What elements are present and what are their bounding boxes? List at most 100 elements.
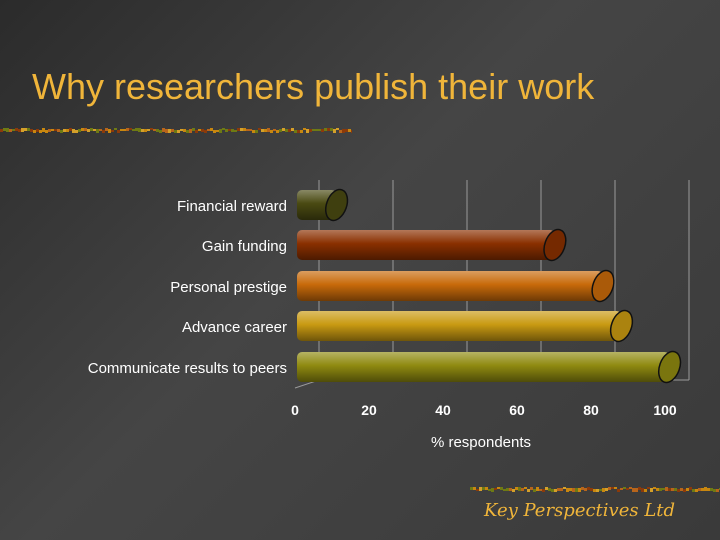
rule-segment [656, 488, 659, 491]
rule-segment [249, 129, 252, 131]
bar-end-cap [324, 188, 349, 222]
bar-body [297, 352, 670, 382]
rule-segment [129, 128, 132, 130]
rule-segment [24, 128, 27, 131]
rule-segment [135, 128, 138, 131]
rule-segment [183, 129, 186, 132]
rule-segment [9, 129, 12, 132]
rule-segment [629, 487, 632, 489]
rule-segment [659, 488, 662, 491]
rule-segment [240, 128, 243, 131]
rule-segment [141, 129, 144, 132]
rule-segment [222, 128, 225, 130]
rule-segment [54, 129, 57, 131]
rule-segment [150, 128, 153, 130]
rule-segment [231, 129, 234, 132]
rule-segment [342, 129, 345, 133]
rule-segment [189, 129, 192, 133]
rule-segment [180, 129, 183, 131]
category-labels: Financial reward Gain funding Personal pre… [88, 198, 287, 377]
rule-segment [686, 488, 689, 491]
rule-segment [225, 129, 228, 132]
x-tick-label: 80 [583, 402, 599, 418]
rule-segment [623, 487, 626, 489]
rule-segment [147, 129, 150, 131]
rule-segment [51, 129, 54, 131]
rule-segment [599, 489, 602, 491]
rule-segment [617, 489, 620, 492]
rule-segment [578, 488, 581, 492]
rule-segment [569, 488, 572, 491]
rule-segment [491, 488, 494, 492]
rule-segment [557, 488, 560, 491]
rule-segment [318, 129, 321, 131]
rule-segment [234, 130, 237, 132]
rule-segment [90, 128, 93, 131]
rule-segment [153, 129, 156, 131]
rule-segment [695, 489, 698, 492]
rule-segment [168, 129, 171, 133]
rule-segment [63, 129, 66, 132]
rule-segment [479, 487, 482, 491]
rule-segment [644, 489, 647, 492]
rule-segment [195, 130, 198, 133]
rule-segment [273, 129, 276, 131]
rule-segment [324, 128, 327, 131]
rule-segment [647, 487, 650, 489]
rule-segment [665, 487, 668, 491]
rule-segment [542, 489, 545, 492]
rule-segment [159, 130, 162, 133]
rule-segment [327, 128, 330, 131]
rule-segment [306, 129, 309, 133]
rule-segment [545, 487, 548, 490]
bar-end-cap [657, 350, 682, 384]
rule-segment [602, 488, 605, 492]
rule-segment [698, 488, 701, 491]
rule-segment [213, 130, 216, 133]
rule-segment [530, 487, 533, 490]
rule-segment [228, 129, 231, 131]
rule-segment [641, 488, 644, 492]
rule-segment [527, 489, 530, 492]
rule-segment [6, 128, 9, 132]
rule-segment [162, 128, 165, 132]
bar-body [297, 271, 603, 301]
rule-segment [108, 129, 111, 133]
rule-segment [563, 487, 566, 489]
rule-segment [48, 129, 51, 132]
rule-segment [339, 130, 342, 133]
rule-segment [258, 128, 261, 130]
rule-segment [42, 128, 45, 132]
rule-segment [536, 487, 539, 491]
rule-segment [15, 128, 18, 131]
rule-segment [264, 129, 267, 132]
rule-segment [45, 130, 48, 133]
bar-body [297, 230, 555, 260]
rule-segment [716, 489, 719, 492]
rule-segment [75, 130, 78, 133]
rule-segment [315, 129, 318, 131]
rule-segment [485, 487, 488, 490]
rule-segment [713, 489, 716, 492]
rule-segment [69, 128, 72, 131]
decorative-rule-top [0, 128, 352, 133]
rule-segment [102, 130, 105, 133]
rule-segment [554, 489, 557, 492]
rule-segment [488, 489, 491, 491]
rule-segment [473, 487, 476, 490]
bar-end-cap [609, 309, 634, 343]
rule-segment [482, 487, 485, 490]
rule-segment [279, 129, 282, 132]
rule-segment [632, 488, 635, 492]
rule-segment [683, 489, 686, 492]
rule-segment [575, 488, 578, 492]
rule-segment [476, 489, 479, 491]
rule-segment [78, 129, 81, 132]
rule-segment [219, 129, 222, 133]
rule-segment [285, 129, 288, 132]
rule-segment [674, 488, 677, 491]
rule-segment [677, 489, 680, 492]
rule-segment [704, 487, 707, 491]
rule-segment [518, 487, 521, 491]
